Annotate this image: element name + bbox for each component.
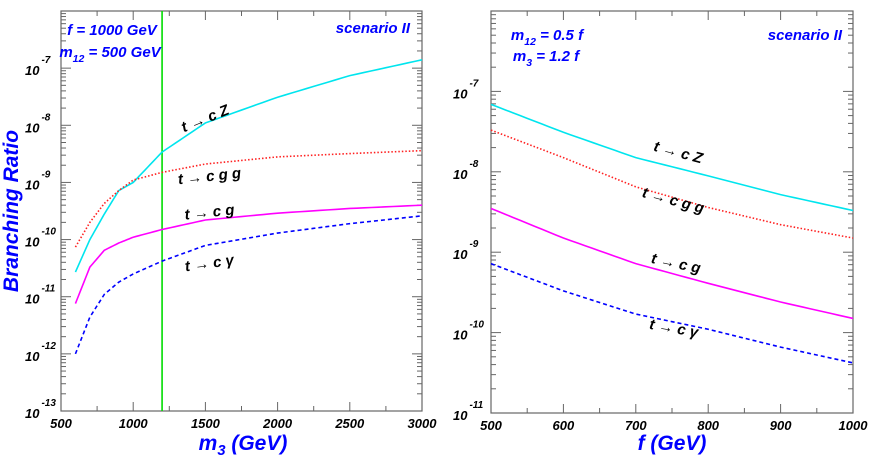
- plot-frame: [490, 10, 854, 414]
- series-label: t → c γ: [184, 251, 237, 275]
- annotation: m12 = 500 GeV: [59, 44, 162, 65]
- y-tick-base: 10: [453, 247, 468, 262]
- y-tick-base: 10: [25, 406, 40, 421]
- y-tick-base: 10: [25, 177, 40, 192]
- y-tick-base: 10: [25, 235, 40, 250]
- y-tick-label: 10-11: [453, 400, 484, 423]
- annotation-main: m: [59, 44, 72, 61]
- series-label: t → c g: [650, 250, 702, 277]
- series-line-2: [74, 149, 423, 248]
- x-axis-label: m3 (GeV): [199, 432, 288, 455]
- annotation-rest: = 500 GeV: [84, 44, 162, 61]
- annotation: m3 = 1.2 f: [513, 48, 581, 69]
- annotation-main: f = 1000 GeV: [67, 22, 159, 39]
- y-tick-label: 10-10: [25, 227, 56, 250]
- annotation-rest: = 0.5 f: [536, 27, 585, 44]
- x-tick-label: 1000: [839, 418, 869, 433]
- annotation-main: scenario II: [768, 27, 843, 44]
- y-tick-base: 10: [25, 349, 40, 364]
- y-tick-exponent: -7: [41, 55, 50, 66]
- y-tick-exponent: -13: [41, 398, 56, 409]
- y-tick-label: 10-7: [453, 78, 479, 101]
- annotation: m12 = 0.5 f: [511, 27, 585, 48]
- series-label: t → c g g: [640, 184, 706, 217]
- x-tick-label: 600: [553, 418, 575, 433]
- panel-2: 500 600 700 800 900 100010-1110-1010-910-810-…: [453, 10, 869, 455]
- y-tick-base: 10: [453, 328, 468, 343]
- annotation-sub: 12: [73, 53, 85, 65]
- y-tick-exponent: -11: [41, 284, 55, 295]
- series-line-2: [490, 129, 854, 239]
- x-axis-label: f (GeV): [638, 432, 707, 455]
- x-tick-label: 3000: [408, 416, 438, 431]
- series-line-4: [490, 262, 854, 364]
- y-tick-label: 10-13: [25, 398, 56, 421]
- y-tick-exponent: -10: [469, 320, 484, 331]
- x-tick-label: 700: [625, 418, 647, 433]
- annotation-main: m: [511, 27, 524, 44]
- y-tick-base: 10: [453, 86, 468, 101]
- y-tick-label: 10-9: [453, 239, 479, 262]
- x-tick-label: 1000: [119, 416, 149, 431]
- y-tick-base: 10: [453, 408, 468, 423]
- y-tick-exponent: -11: [469, 400, 483, 411]
- y-tick-base: 10: [453, 167, 468, 182]
- x-axis-label-sub: 3: [217, 443, 225, 455]
- series-label: t → c Z: [179, 101, 233, 136]
- y-tick-exponent: -12: [41, 341, 56, 352]
- y-tick-label: 10-10: [453, 320, 484, 343]
- y-tick-base: 10: [25, 120, 40, 135]
- y-tick-label: 10-8: [453, 159, 479, 182]
- series-label: t → c γ: [648, 316, 701, 342]
- annotation-main: m: [513, 48, 526, 65]
- y-tick-exponent: -7: [469, 78, 478, 89]
- series-line-4: [74, 215, 423, 355]
- annotation-main: scenario II: [336, 20, 411, 37]
- series-label: t → c g g: [177, 165, 242, 189]
- y-tick-exponent: -9: [469, 239, 478, 250]
- y-axis-label: Branching Ratio: [0, 130, 23, 292]
- y-tick-exponent: -8: [41, 112, 50, 123]
- x-axis-label-main: f (GeV): [638, 432, 707, 455]
- y-tick-exponent: -8: [469, 159, 478, 170]
- x-tick-label: 2500: [334, 416, 365, 431]
- series-line-3: [490, 207, 854, 320]
- series-line-1: [490, 103, 854, 212]
- series-line-3: [74, 204, 423, 304]
- x-tick-label: 1500: [191, 416, 221, 431]
- y-tick-label: 10-8: [25, 112, 51, 135]
- y-tick-label: 10-7: [25, 55, 51, 78]
- annotation-rest: = 1.2 f: [532, 48, 581, 65]
- series-label: t → c g: [184, 201, 236, 223]
- annotation: scenario II: [768, 27, 843, 44]
- annotation-sub: 12: [524, 36, 536, 48]
- y-tick-exponent: -10: [41, 227, 56, 238]
- y-tick-label: 10-9: [25, 169, 51, 192]
- series-line-1: [74, 59, 423, 273]
- x-tick-label: 900: [770, 418, 792, 433]
- y-tick-label: 10-11: [25, 284, 56, 307]
- x-tick-label: 2000: [262, 416, 293, 431]
- annotation: f = 1000 GeV: [67, 22, 159, 39]
- annotation: scenario II: [336, 20, 411, 37]
- panel-1: 500 1000 1500 2000 2500 300010-1310-1210-1110…: [0, 10, 438, 455]
- x-tick-label: 500: [480, 418, 502, 433]
- y-tick-exponent: -9: [41, 169, 50, 180]
- x-tick-label: 500: [50, 416, 72, 431]
- x-axis-label-rest: (GeV): [226, 432, 288, 455]
- x-tick-label: 800: [697, 418, 719, 433]
- x-axis-label-main: m: [199, 432, 218, 455]
- y-tick-base: 10: [25, 292, 40, 307]
- y-tick-base: 10: [25, 63, 40, 78]
- annotation-sub: 3: [526, 57, 532, 69]
- y-tick-label: 10-12: [25, 341, 56, 364]
